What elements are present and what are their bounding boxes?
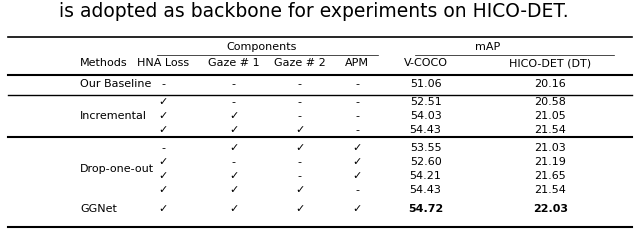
Text: 52.51: 52.51 — [410, 97, 442, 107]
Text: -: - — [232, 157, 236, 167]
Text: GGNet: GGNet — [80, 204, 117, 214]
Text: 54.72: 54.72 — [408, 204, 444, 214]
Text: Our Baseline: Our Baseline — [80, 79, 152, 89]
Text: 54.43: 54.43 — [410, 185, 442, 195]
Text: ✓: ✓ — [353, 204, 362, 214]
Text: -: - — [355, 79, 359, 89]
Text: 51.06: 51.06 — [410, 79, 442, 89]
Text: 22.03: 22.03 — [533, 204, 568, 214]
Text: 21.03: 21.03 — [534, 143, 566, 153]
Text: ✓: ✓ — [159, 125, 168, 135]
Text: -: - — [355, 97, 359, 107]
Text: ✓: ✓ — [353, 143, 362, 153]
Text: ✓: ✓ — [159, 157, 168, 167]
Text: Gaze # 1: Gaze # 1 — [208, 58, 259, 68]
Text: ✓: ✓ — [229, 125, 238, 135]
Text: -: - — [298, 157, 301, 167]
Text: 53.55: 53.55 — [410, 143, 442, 153]
Text: 21.54: 21.54 — [534, 125, 566, 135]
Text: ✓: ✓ — [229, 185, 238, 195]
Text: Drop-one-out: Drop-one-out — [80, 164, 154, 174]
Text: -: - — [298, 171, 301, 181]
Text: ✓: ✓ — [229, 143, 238, 153]
Text: 20.58: 20.58 — [534, 97, 566, 107]
Text: 54.03: 54.03 — [410, 111, 442, 121]
Text: Incremental: Incremental — [80, 111, 147, 121]
Text: mAP: mAP — [475, 42, 500, 52]
Text: 21.54: 21.54 — [534, 185, 566, 195]
Text: -: - — [355, 185, 359, 195]
Text: 21.19: 21.19 — [534, 157, 566, 167]
Text: ✓: ✓ — [159, 171, 168, 181]
Text: -: - — [298, 111, 301, 121]
Text: V-COCO: V-COCO — [404, 58, 447, 68]
Text: ✓: ✓ — [159, 185, 168, 195]
Text: -: - — [161, 143, 165, 153]
Text: ✓: ✓ — [295, 125, 304, 135]
Text: Gaze # 2: Gaze # 2 — [274, 58, 325, 68]
Text: ✓: ✓ — [295, 204, 304, 214]
Text: 20.16: 20.16 — [534, 79, 566, 89]
Text: 54.21: 54.21 — [410, 171, 442, 181]
Text: -: - — [232, 79, 236, 89]
Text: ✓: ✓ — [353, 171, 362, 181]
Text: 54.43: 54.43 — [410, 125, 442, 135]
Text: -: - — [161, 79, 165, 89]
Text: ✓: ✓ — [229, 111, 238, 121]
Text: 52.60: 52.60 — [410, 157, 442, 167]
Text: 21.05: 21.05 — [534, 111, 566, 121]
Text: ✓: ✓ — [159, 111, 168, 121]
Text: APM: APM — [345, 58, 369, 68]
Text: ✓: ✓ — [229, 204, 238, 214]
Text: 21.65: 21.65 — [534, 171, 566, 181]
Text: ✓: ✓ — [295, 185, 304, 195]
Text: -: - — [355, 125, 359, 135]
Text: Methods: Methods — [80, 58, 127, 68]
Text: -: - — [232, 97, 236, 107]
Text: ✓: ✓ — [295, 143, 304, 153]
Text: ✓: ✓ — [159, 204, 168, 214]
Text: -: - — [298, 97, 301, 107]
Text: HICO-DET (DT): HICO-DET (DT) — [509, 58, 591, 68]
Text: -: - — [355, 111, 359, 121]
Text: ✓: ✓ — [353, 157, 362, 167]
Text: ✓: ✓ — [159, 97, 168, 107]
Text: ✓: ✓ — [229, 171, 238, 181]
Text: Components: Components — [226, 42, 296, 52]
Text: is adopted as backbone for experiments on HICO-DET.: is adopted as backbone for experiments o… — [59, 1, 568, 21]
Text: HNA Loss: HNA Loss — [137, 58, 189, 68]
Text: -: - — [298, 79, 301, 89]
